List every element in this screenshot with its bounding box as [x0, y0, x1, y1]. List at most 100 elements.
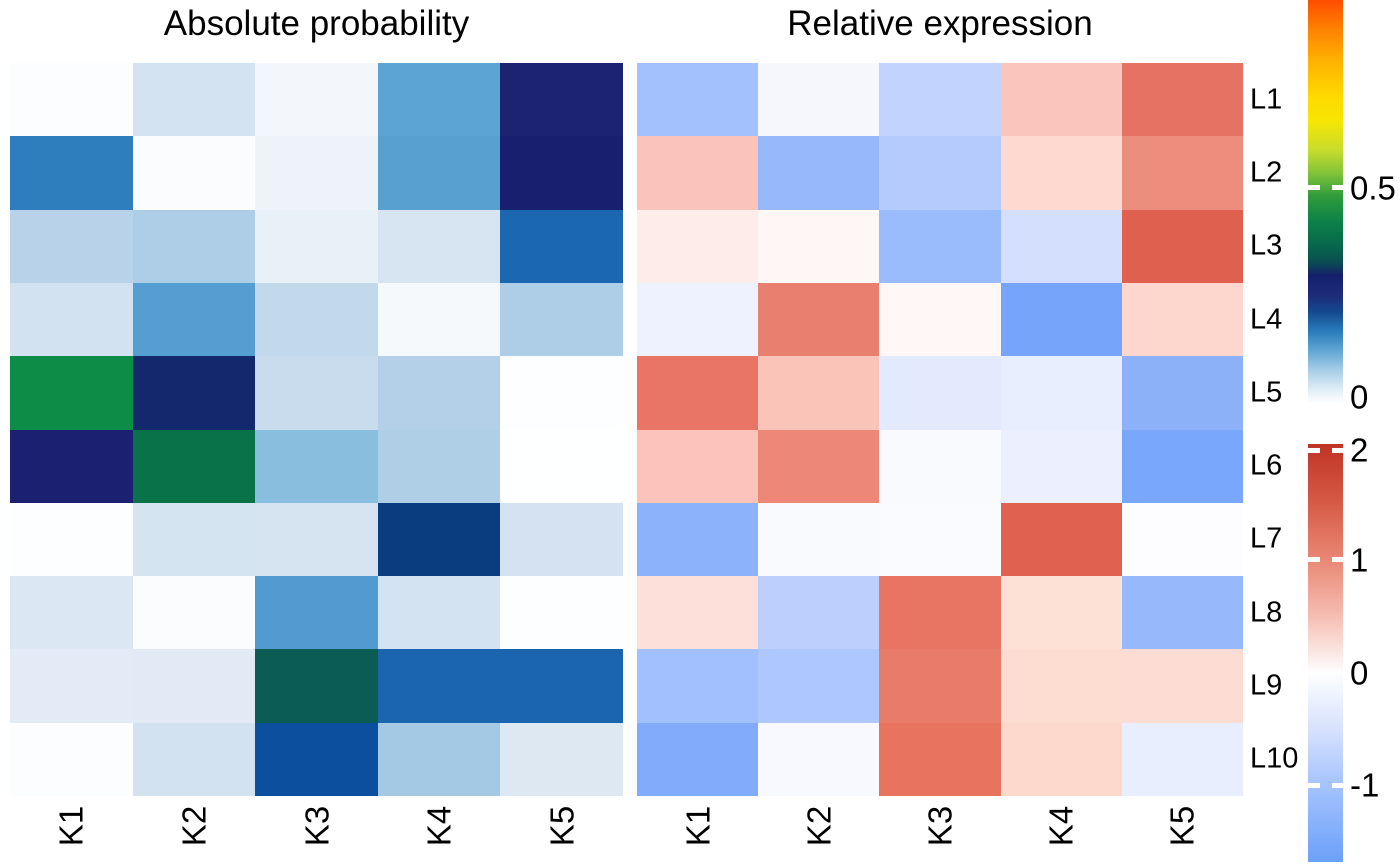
heatmap-cell [637, 502, 759, 577]
colorbar-tick-dash [1332, 185, 1343, 191]
colorbar-tick-label: 2 [1350, 431, 1369, 469]
colorbar-tick-dash [1332, 557, 1343, 563]
heatmap-cell [10, 282, 133, 357]
y-tick-label: L3 [1250, 229, 1283, 262]
x-tick-label: K3 [921, 805, 959, 847]
x-tick-label: K2 [800, 805, 838, 847]
heatmap-cell [132, 136, 256, 210]
heatmap-cell [879, 356, 1001, 430]
colorbar-tick-dash [1332, 782, 1343, 788]
heatmap-cell [637, 282, 759, 357]
heatmap-cell [758, 209, 880, 283]
heatmap-cell [637, 649, 759, 723]
heatmap-cell [500, 356, 623, 430]
heatmap-cell [1121, 209, 1243, 283]
heatmap-cell [758, 356, 880, 430]
heatmap-cell [132, 63, 256, 137]
heatmap-cell [758, 282, 880, 357]
heatmap-cell [255, 136, 378, 210]
heatmap-cell [377, 429, 501, 503]
heatmap-cell [500, 502, 623, 577]
heatmap-cell [1000, 356, 1122, 430]
heatmap-cell [500, 209, 623, 283]
heatmap-cell [500, 282, 623, 357]
heatmap-cell [10, 63, 133, 137]
heatmap-cell [255, 502, 378, 577]
y-tick-label: L10 [1250, 742, 1299, 775]
y-tick-label: L7 [1250, 522, 1283, 555]
heatmap-cell [1121, 63, 1243, 137]
heatmap-cell [132, 282, 256, 357]
heatmap-cell [255, 649, 378, 723]
heatmap-cell [500, 63, 623, 137]
heatmap-cell [377, 576, 501, 650]
x-tick-label: K4 [1042, 805, 1080, 847]
heatmap-cell [637, 136, 759, 210]
colorbar-tick-label: 1 [1350, 541, 1369, 579]
heatmap-cell [132, 649, 256, 723]
heatmap-cell [1121, 429, 1243, 503]
heatmap-cell [377, 722, 501, 796]
heatmap-cell [10, 649, 133, 723]
heatmap-cell [637, 356, 759, 430]
heatmap-cell [132, 429, 256, 503]
x-tick-label: K5 [543, 805, 581, 847]
heatmap-cell [255, 429, 378, 503]
heatmap-cell [1000, 136, 1122, 210]
colorbar-tick-label: -1 [1350, 766, 1380, 804]
heatmap-cell [10, 429, 133, 503]
heatmap-cell [377, 356, 501, 430]
heatmap-cell [1121, 576, 1243, 650]
heatmap-cell [500, 576, 623, 650]
heatmap-cell [1000, 649, 1122, 723]
heatmap-cell [758, 429, 880, 503]
y-tick-label: L9 [1250, 669, 1283, 702]
heatmap-cell [879, 502, 1001, 577]
absolute-probability-heatmap [10, 63, 623, 796]
colorbar-tick-dash [1308, 557, 1320, 563]
heatmap-cell [879, 136, 1001, 210]
x-tick-label: K5 [1163, 805, 1201, 847]
colorbar-tick-label: 0 [1350, 378, 1369, 416]
heatmap-cell [10, 136, 133, 210]
heatmap-cell [1121, 356, 1243, 430]
colorbar-relative-expression [1308, 444, 1343, 862]
heatmap-cell [637, 429, 759, 503]
colorbar-tick-dash [1332, 447, 1343, 453]
heatmap-cell [879, 282, 1001, 357]
heatmap-cell [132, 576, 256, 650]
heatmap-cell [255, 722, 378, 796]
heatmap-cell [637, 63, 759, 137]
left-heatmap-title: Absolute probability [163, 4, 470, 43]
y-tick-label: L1 [1250, 83, 1283, 116]
heatmap-cell [758, 576, 880, 650]
colorbar-tick-dash [1308, 782, 1320, 788]
heatmap-cell [10, 356, 133, 430]
heatmap-cell [500, 722, 623, 796]
heatmap-cell [1000, 722, 1122, 796]
x-tick-label: K3 [298, 805, 335, 847]
heatmap-cell [758, 63, 880, 137]
heatmap-cell [758, 502, 880, 577]
heatmap-cell [10, 209, 133, 283]
colorbar-tick-dash [1308, 185, 1320, 191]
heatmap-cell [255, 282, 378, 357]
heatmap-cell [879, 209, 1001, 283]
heatmap-cell [758, 136, 880, 210]
y-tick-label: L4 [1250, 303, 1283, 336]
heatmap-cell [377, 136, 501, 210]
heatmap-cell [1000, 282, 1122, 357]
heatmap-cell [637, 722, 759, 796]
heatmap-cell [10, 722, 133, 796]
heatmap-cell [879, 63, 1001, 137]
heatmap-cell [377, 649, 501, 723]
x-tick-label: K1 [679, 805, 717, 847]
heatmap-cell [132, 356, 256, 430]
heatmap-cell [500, 649, 623, 723]
heatmap-cell [879, 576, 1001, 650]
heatmap-cell [132, 209, 256, 283]
heatmap-cell [1121, 282, 1243, 357]
heatmap-cell [1121, 649, 1243, 723]
x-tick-label: K4 [420, 805, 458, 847]
